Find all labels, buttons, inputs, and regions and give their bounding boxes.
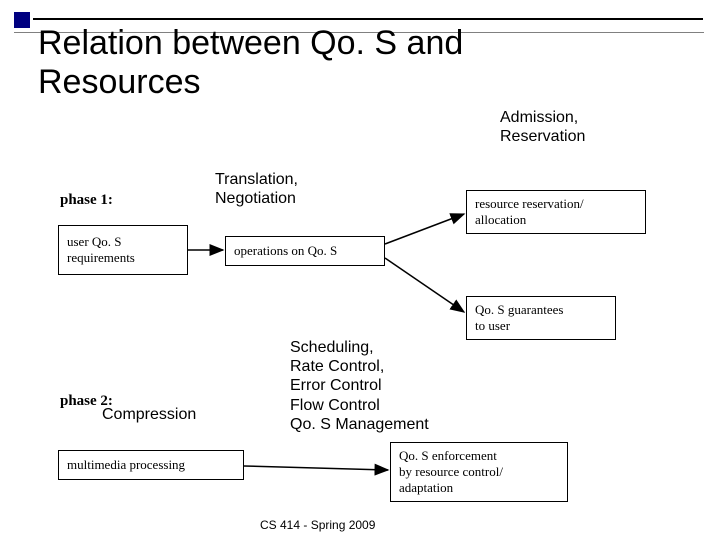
phase1-label: phase 1: xyxy=(60,192,113,209)
phase2-label: phase 2: xyxy=(60,393,113,410)
box-resource-reservation: resource reservation/ allocation xyxy=(466,190,646,234)
footer-text: CS 414 - Spring 2009 xyxy=(260,518,375,532)
label-translation: Translation, Negotiation xyxy=(215,170,298,208)
box-qos-guarantees: Qo. S guarantees to user xyxy=(466,296,616,340)
box-operations: operations on Qo. S xyxy=(225,236,385,266)
label-scheduling: Scheduling, Rate Control, Error Control … xyxy=(290,338,429,434)
box-multimedia-processing: multimedia processing xyxy=(58,450,244,480)
box-qos-enforcement: Qo. S enforcement by resource control/ a… xyxy=(390,442,568,502)
box-user-qos: user Qo. S requirements xyxy=(58,225,188,275)
accent-block xyxy=(14,12,30,28)
page-title: Relation between Qo. S and Resources xyxy=(38,24,598,102)
label-compression: Compression xyxy=(102,405,196,424)
label-admission: Admission, Reservation xyxy=(500,108,585,146)
accent-line-top xyxy=(33,18,703,20)
